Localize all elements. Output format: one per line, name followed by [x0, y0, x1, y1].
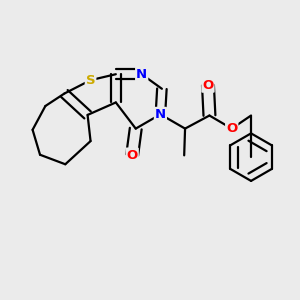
- Text: S: S: [86, 74, 95, 87]
- Text: N: N: [155, 108, 166, 121]
- Text: O: O: [202, 79, 214, 92]
- Text: N: N: [136, 68, 147, 81]
- Text: O: O: [127, 148, 138, 162]
- Text: O: O: [226, 122, 237, 135]
